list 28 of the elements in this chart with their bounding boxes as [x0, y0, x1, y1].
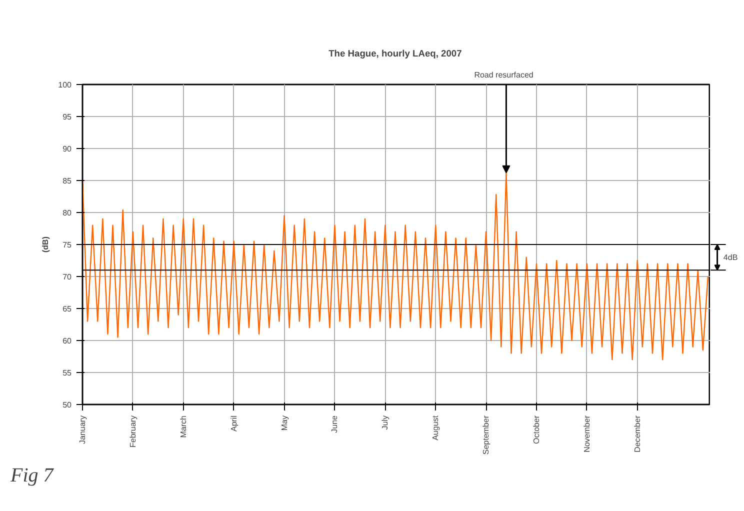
y-tick-label: 55 — [62, 368, 72, 378]
y-tick-label: 80 — [62, 208, 72, 218]
x-tick-label: March — [178, 415, 188, 438]
y-tick-label: 100 — [58, 80, 72, 90]
x-tick-label: June — [330, 414, 340, 433]
x-tick-label: April — [229, 415, 238, 432]
y-axis-title: (dB) — [41, 236, 50, 252]
text: 4dB — [723, 252, 738, 262]
x-tick-label: July — [380, 415, 390, 430]
y-tick-label: 75 — [62, 240, 72, 250]
chart-title: The Hague, hourly LAeq, 2007 — [328, 48, 462, 58]
x-tick-label: September — [482, 415, 491, 455]
caption: Fig 7 — [10, 464, 54, 486]
y-tick-label: 90 — [62, 144, 72, 154]
x-tick-label: February — [128, 415, 138, 448]
x-tick-label: November — [582, 415, 592, 452]
y-tick-label: 65 — [62, 304, 72, 314]
y-tick-label: 85 — [62, 176, 72, 186]
y-tick-label: 60 — [62, 336, 72, 346]
x-tick-label: December — [632, 415, 642, 452]
annotation: Road resurfaced — [474, 70, 534, 80]
x-tick-label: August — [431, 414, 440, 440]
x-tick-label: January — [78, 415, 87, 444]
y-tick-label: 70 — [62, 272, 72, 282]
x-tick-label: May — [280, 415, 289, 431]
y-tick-label: 95 — [62, 112, 72, 122]
x-tick-label: October — [532, 415, 541, 444]
y-tick-label: 50 — [62, 400, 72, 410]
